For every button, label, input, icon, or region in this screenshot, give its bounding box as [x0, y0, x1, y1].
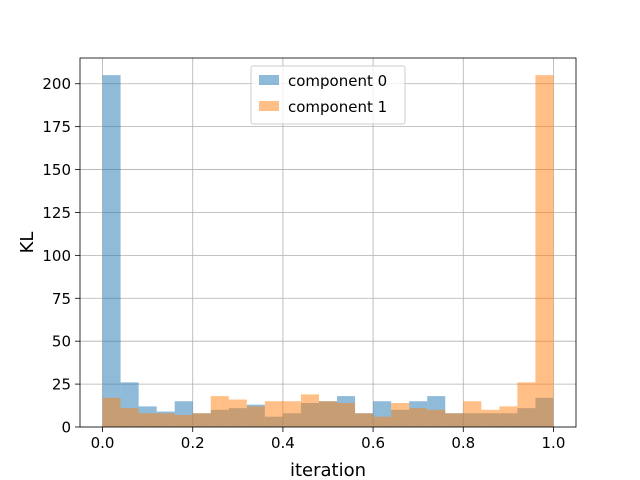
legend-label-component-0: component 0: [288, 72, 387, 90]
x-tick-label: 1.0: [542, 434, 566, 452]
bar-component-1-bin-19: [445, 413, 464, 427]
x-tick-label: 0.4: [271, 434, 295, 452]
bar-component-1-bin-20: [463, 401, 482, 427]
bar-component-1-bin-15: [373, 416, 392, 427]
bar-component-1-bin-18: [427, 409, 446, 427]
bar-component-1-bin-8: [246, 406, 265, 427]
bar-component-1-bin-7: [228, 399, 247, 427]
axis-ticks: 0.0 0.2 0.4 0.6 0.8 1.0 0 25 50 75 100 125 150 175 200: [42, 75, 565, 452]
bar-component-1-bin-5: [192, 413, 211, 427]
y-tick-label: 100: [42, 247, 71, 265]
plot-area-frame: [79, 57, 577, 428]
bar-component-1-bin-17: [409, 408, 428, 427]
y-tick-label: 150: [42, 161, 71, 179]
y-tick-label: 50: [52, 333, 71, 351]
y-tick-label: 25: [52, 376, 71, 394]
bar-component-1-bin-2: [138, 413, 157, 427]
bar-component-1-bin-0: [102, 397, 121, 427]
bar-component-1-bin-22: [499, 406, 518, 427]
legend-label-component-1: component 1: [288, 98, 387, 116]
bar-component-1-bin-23: [517, 382, 536, 427]
bar-component-1-bin-14: [355, 413, 374, 427]
y-tick-label: 175: [42, 118, 71, 136]
legend-swatch-component-1: [259, 101, 279, 111]
legend-swatch-component-0: [259, 75, 279, 85]
bar-component-1-bin-21: [481, 409, 500, 427]
y-tick-label: 75: [52, 290, 71, 308]
bar-component-1-bin-12: [318, 401, 338, 427]
y-tick-label: 200: [42, 75, 71, 93]
y-tick-label: 125: [42, 204, 71, 222]
bar-component-1-bin-24: [535, 75, 554, 428]
x-tick-label: 0.0: [91, 434, 115, 452]
bar-component-1-bin-13: [337, 402, 356, 427]
x-tick-label: 0.6: [361, 434, 385, 452]
histogram-bars: [102, 75, 554, 428]
legend: component 0 component 1: [250, 65, 406, 125]
bar-component-0-bin-0: [102, 75, 121, 428]
y-axis-label: KL: [17, 232, 38, 254]
legend-box: [250, 65, 406, 125]
bar-component-1-bin-4: [174, 414, 193, 427]
bar-component-1-bin-10: [282, 401, 301, 427]
y-tick-label: 0: [61, 419, 71, 437]
bar-component-1-bin-6: [210, 396, 229, 427]
bar-component-1-bin-11: [300, 394, 319, 427]
bar-component-1-bin-9: [264, 401, 283, 427]
bar-component-1-bin-1: [120, 408, 139, 427]
bar-component-1-bin-16: [391, 402, 410, 427]
x-axis-label: iteration: [290, 460, 366, 480]
x-tick-label: 0.8: [451, 434, 475, 452]
bar-component-1-bin-3: [156, 413, 175, 427]
x-tick-label: 0.2: [181, 434, 205, 452]
